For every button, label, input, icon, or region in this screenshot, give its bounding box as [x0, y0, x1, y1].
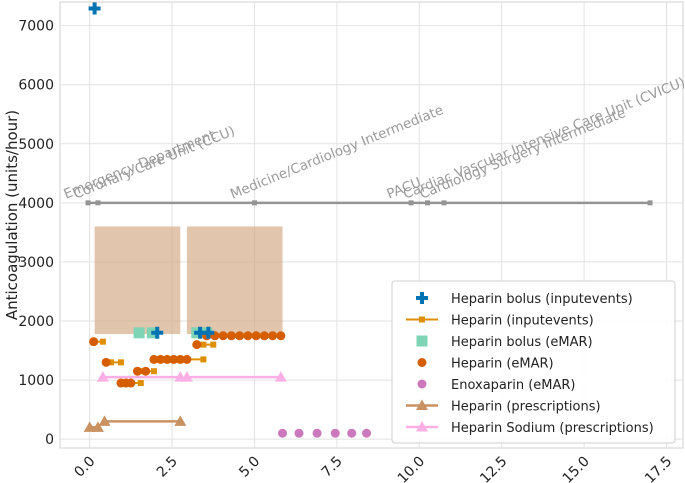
heparin-emar-point — [226, 331, 236, 341]
heparin-bolus-inputevents-point — [88, 2, 101, 15]
heparin-emar-point — [162, 354, 172, 364]
enoxaparin-emar-point — [362, 428, 372, 438]
y-tick-label: 3000 — [18, 255, 54, 271]
heparin-bolus-inputevents-point — [194, 326, 207, 339]
legend-triangle-icon — [416, 399, 428, 410]
x-tick-label: 7.5 — [319, 454, 346, 481]
heparin-emar-point — [126, 378, 136, 388]
heparin-emar-point — [235, 331, 245, 341]
enoxaparin-emar-point — [330, 428, 340, 438]
y-tick-label: 5000 — [18, 137, 54, 153]
heparin-emar-point — [218, 331, 228, 341]
location-marker — [425, 200, 431, 206]
location-marker — [85, 200, 91, 206]
heparin-prescriptions-point — [91, 421, 104, 432]
heparin-inputevents-point — [117, 359, 124, 366]
heparin-emar-point — [192, 340, 202, 350]
heparin-emar-point — [132, 366, 142, 376]
legend-entry: Heparin (eMAR) — [417, 357, 554, 372]
x-tick-label: 0.0 — [71, 454, 98, 481]
x-tick-label: 5.0 — [236, 454, 263, 481]
heparin-inputevents-point — [200, 356, 207, 363]
heparin-emar-point — [243, 331, 253, 341]
heparin-sodium-prescriptions-point — [180, 371, 193, 382]
heparin-emar-point — [89, 337, 99, 347]
heparin-emar-point — [182, 354, 192, 364]
heparin-bolus-inputevents-point — [202, 326, 215, 339]
heparin-emar-point — [141, 366, 151, 376]
legend-entry: Heparin (inputevents) — [406, 314, 594, 329]
legend-square-icon — [416, 335, 428, 347]
legend-entry: Enoxaparin (eMAR) — [417, 378, 576, 393]
legend-triangle-icon — [416, 421, 428, 432]
legend[interactable]: Heparin bolus (inputevents) Heparin (inpu… — [391, 280, 676, 444]
legend-label: Enoxaparin (eMAR) — [451, 378, 576, 393]
legend-label: Heparin (inputevents) — [451, 314, 594, 329]
location-marker — [408, 200, 414, 206]
x-tick-label: 2.5 — [154, 454, 181, 481]
legend-entry: Heparin bolus (eMAR) — [416, 335, 593, 350]
y-tick-label: 7000 — [18, 19, 54, 35]
location-marker — [647, 200, 653, 206]
heparin-bolus-inputevents-point — [151, 326, 164, 339]
shaded-regions — [94, 226, 283, 334]
heparin-inputevents-point — [99, 338, 106, 345]
shaded-region — [186, 226, 283, 334]
heparin-inputevents-point — [200, 341, 207, 348]
heparin-prescriptions-point — [98, 415, 111, 426]
y-tick-label: 2000 — [18, 314, 54, 330]
heparin-emar-point — [149, 354, 159, 364]
x-tick-label: 12.5 — [477, 454, 510, 483]
heparin-inputevents-point — [108, 359, 115, 366]
x-tick-label: 15.0 — [560, 454, 593, 483]
legend-entry: Heparin bolus (inputevents) — [416, 292, 633, 307]
enoxaparin-emar-point — [347, 428, 357, 438]
legend-label: Heparin (prescriptions) — [451, 400, 601, 415]
heparin-bolus-emar-point — [133, 327, 145, 339]
heparin-emar-point — [156, 354, 166, 364]
heparin-inputevents-point — [210, 341, 217, 348]
y-tick-label: 6000 — [18, 78, 54, 94]
legend-square-icon — [419, 316, 425, 323]
heparin-prescriptions-point — [83, 421, 96, 432]
enoxaparin-emar-point — [312, 428, 322, 438]
legend-label: Heparin Sodium (prescriptions) — [451, 421, 654, 436]
legend-circle-icon — [417, 358, 427, 367]
legend-entry: Heparin (prescriptions) — [406, 399, 601, 415]
legend-label: Heparin bolus (eMAR) — [451, 335, 593, 350]
heparin-prescriptions-point — [174, 415, 187, 426]
heparin-inputevents-point — [150, 368, 157, 375]
legend-label: Heparin bolus (inputevents) — [451, 292, 633, 307]
y-tick-label: 4000 — [18, 196, 54, 212]
location-marker — [251, 200, 257, 206]
y-tick-label: 1000 — [18, 373, 54, 389]
x-tick-label: 17.5 — [642, 454, 675, 483]
heparin-emar-point — [101, 357, 111, 367]
legend-box — [391, 280, 676, 444]
legend-plus-icon — [416, 292, 428, 304]
y-axis-label: Anticoagulation (units/hour) — [3, 110, 21, 320]
location-marker — [95, 200, 101, 206]
y-tick-label: 0 — [45, 432, 54, 448]
data-marks — [83, 2, 372, 438]
legend-circle-icon — [417, 379, 427, 389]
heparin-inputevents-point — [137, 380, 144, 387]
heparin-emar-point — [268, 331, 278, 341]
enoxaparin-emar-point — [278, 428, 287, 438]
heparin-emar-point — [175, 354, 185, 364]
x-tick-label: 10.0 — [395, 454, 428, 483]
heparin-sodium-prescriptions-point — [274, 371, 287, 382]
legend-entry: Heparin Sodium (prescriptions) — [406, 421, 654, 436]
grid — [59, 1, 684, 449]
heparin-emar-point — [169, 354, 179, 364]
enoxaparin-emar-point — [294, 428, 304, 438]
heparin-emar-point — [276, 331, 286, 341]
heparin-emar-point — [251, 331, 261, 341]
shaded-region — [94, 226, 181, 334]
location-marker — [441, 200, 447, 206]
heparin-emar-point — [259, 331, 269, 341]
legend-label: Heparin (eMAR) — [451, 357, 554, 372]
heparin-sodium-prescriptions-point — [96, 371, 109, 382]
